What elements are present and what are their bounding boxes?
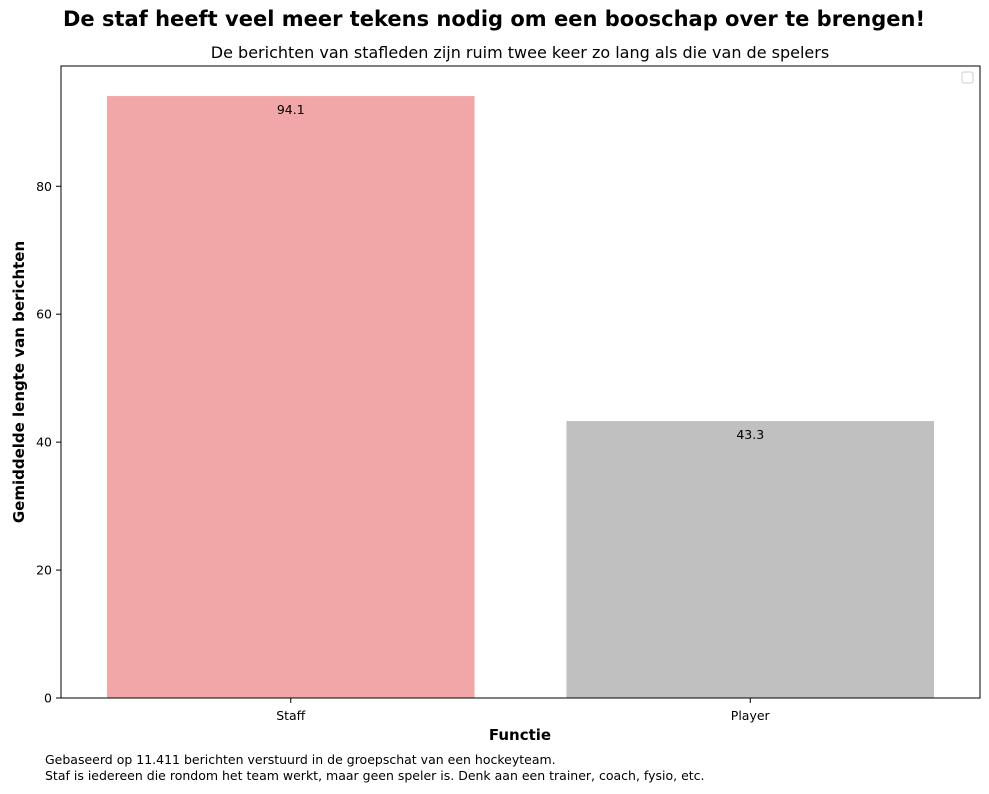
x-axis-ticks: Staff Player xyxy=(276,698,771,723)
x-tick-label-staff: Staff xyxy=(276,708,305,723)
data-label-player: 43.3 xyxy=(736,427,764,442)
chart-subtitle: De berichten van stafleden zijn ruim twe… xyxy=(211,43,829,62)
y-tick-label-60: 60 xyxy=(36,307,52,322)
bar-player xyxy=(566,421,935,698)
x-tick-label-player: Player xyxy=(731,708,771,723)
y-tick-label-20: 20 xyxy=(36,563,52,578)
data-labels-group: 94.1 43.3 xyxy=(277,102,764,442)
axes-frame xyxy=(60,65,981,699)
y-axis-ticks: 0 20 40 60 80 xyxy=(36,179,61,706)
bars-group xyxy=(106,96,935,699)
footnote-line-1: Gebaseerd op 11.411 berichten verstuurd … xyxy=(45,752,556,767)
footnote-line-2: Staf is iedereen die rondom het team wer… xyxy=(45,768,705,783)
y-tick-label-0: 0 xyxy=(44,691,52,706)
y-tick-label-40: 40 xyxy=(36,435,52,450)
y-tick-label-80: 80 xyxy=(36,179,52,194)
y-axis-label: Gemiddelde lengte van berichten xyxy=(10,241,28,523)
x-axis-label: Functie xyxy=(489,726,551,744)
bar-staff xyxy=(106,96,475,699)
legend-box xyxy=(961,71,974,84)
chart-title: De staf heeft veel meer tekens nodig om … xyxy=(63,7,925,31)
plot-area: 94.1 43.3 0 20 40 60 80 Staff Player xyxy=(36,65,981,723)
data-label-staff: 94.1 xyxy=(277,102,305,117)
